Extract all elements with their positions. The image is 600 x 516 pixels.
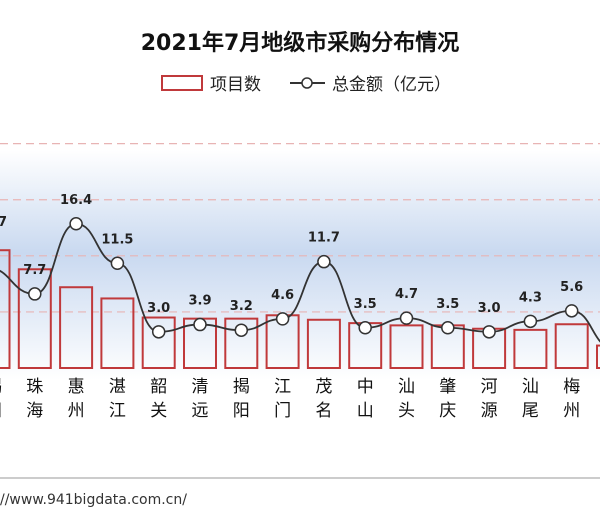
line-marker	[358, 321, 372, 335]
bar	[224, 317, 259, 369]
category-label-top: 茂	[315, 377, 332, 397]
category-label-bottom: 尾	[522, 401, 539, 421]
category-label-bottom: 州	[68, 401, 85, 421]
category-label-bottom: 山	[357, 401, 374, 421]
category-label-top: 惠	[68, 377, 85, 397]
category-label-bottom: 阳	[233, 401, 250, 421]
bar	[100, 297, 135, 370]
data-label: 4.3	[519, 290, 542, 305]
category-label-bottom: 远	[192, 401, 209, 421]
category-label-bottom: 江	[109, 401, 126, 421]
line-marker	[482, 325, 496, 339]
bar	[141, 316, 176, 369]
category-label-top: 清	[192, 377, 209, 397]
category-label-top: 河	[481, 377, 498, 397]
bar	[389, 324, 424, 369]
data-label: 11.7	[308, 231, 340, 246]
bar	[306, 318, 341, 370]
data-label: 3.0	[147, 301, 170, 316]
legend-line-label: 总金额（亿元）	[332, 75, 451, 95]
line-marker	[234, 323, 249, 337]
data-label: 11.5	[101, 232, 133, 247]
line-marker	[28, 287, 42, 301]
line-markers	[28, 217, 579, 339]
data-label: 7	[0, 215, 7, 230]
gridlines	[0, 143, 600, 313]
category-label-top: 揭	[0, 377, 2, 397]
line-marker	[317, 254, 331, 269]
line-marker	[564, 304, 579, 318]
bar	[0, 249, 11, 369]
category-label-top: 汕	[522, 377, 539, 397]
category-label-top: 江	[274, 377, 291, 397]
bar	[513, 328, 548, 369]
data-label: 7.7	[23, 263, 46, 278]
category-label-bottom: 庆	[439, 401, 456, 421]
category-label-top: 中	[357, 377, 374, 397]
category-label-top: 揭	[233, 377, 250, 397]
data-label: 3.5	[354, 297, 377, 312]
bar	[554, 323, 589, 369]
line-marker	[441, 321, 455, 335]
source-url: //www.941bigdata.com.cn/	[0, 492, 187, 508]
line-marker	[69, 217, 83, 231]
line-marker	[399, 311, 414, 325]
line-marker	[523, 314, 538, 329]
category-label-top: 珠	[26, 377, 43, 397]
data-label: 4.7	[395, 287, 418, 302]
bar	[596, 344, 600, 369]
data-label: 4.6	[271, 288, 294, 303]
data-label: 16.4	[60, 193, 92, 208]
amount-line	[0, 222, 600, 343]
category-label-top: 肇	[439, 377, 456, 397]
plot-background-band	[0, 150, 600, 380]
category-label-bottom: 关	[150, 401, 167, 421]
category-label-bottom: 源	[481, 401, 498, 421]
category-label-top: 韶	[150, 377, 167, 397]
x-axis-labels: 揭阳珠海惠州湛江韶关清远揭阳江门茂名中山汕头肇庆河源汕尾梅州	[0, 377, 580, 421]
data-label: 5.6	[560, 280, 583, 295]
legend-bar-swatch	[161, 75, 203, 91]
bar	[17, 268, 52, 369]
category-label-bottom: 阳	[0, 401, 2, 421]
category-label-bottom: 州	[563, 401, 580, 421]
data-label: 3.2	[230, 299, 253, 314]
line-marker	[110, 256, 125, 271]
category-label-bottom: 海	[26, 401, 43, 421]
legend: 项目数 总金额（亿元）	[161, 75, 451, 95]
category-label-top: 梅	[563, 377, 580, 397]
category-label-bottom: 名	[315, 401, 332, 421]
line-marker	[193, 317, 207, 332]
data-label: 3.9	[188, 294, 211, 309]
data-label: 3.0	[478, 301, 501, 316]
data-label: 3.5	[436, 297, 459, 312]
category-label-top: 汕	[398, 377, 415, 397]
data-labels: 7 7.7 16.4 11.5 3.0 3.9 3.2 4.6 11.7 3.5 4.7 3.5 3.0…	[0, 193, 583, 316]
legend-bar-label: 项目数	[210, 75, 261, 95]
bar	[59, 286, 94, 369]
legend-line-marker	[301, 77, 313, 89]
chart-title: 2021年7月地级市采购分布情况	[141, 30, 460, 56]
category-label-top: 湛	[109, 377, 126, 397]
category-label-bottom: 门	[274, 401, 291, 421]
category-label-bottom: 头	[398, 401, 415, 421]
line-marker	[151, 325, 166, 339]
line-marker	[275, 312, 290, 326]
